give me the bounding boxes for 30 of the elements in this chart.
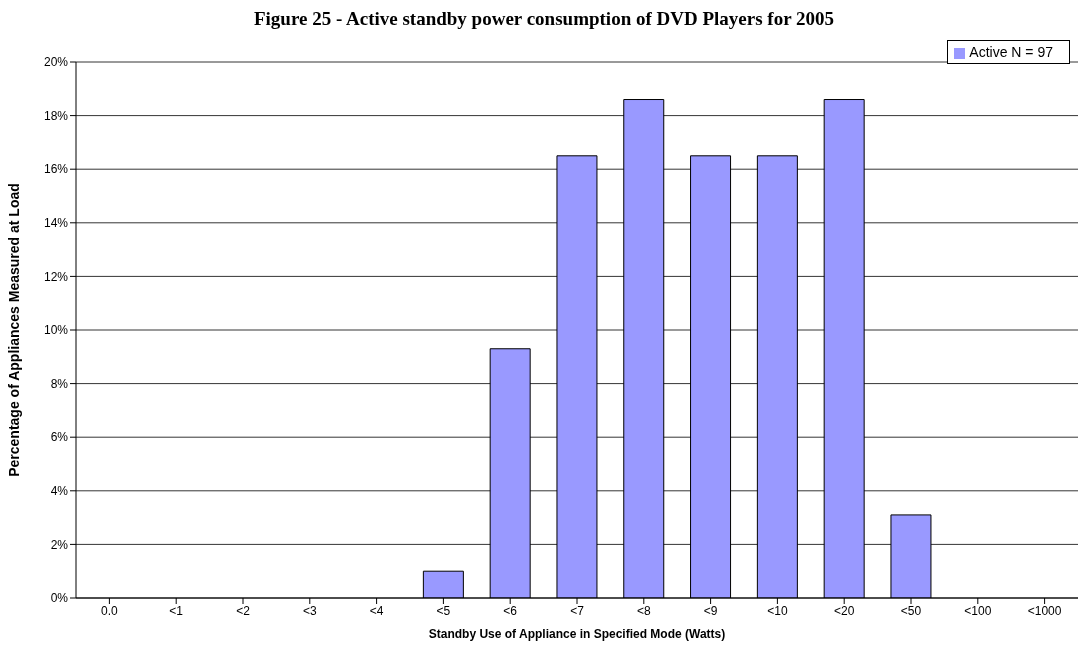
y-tick-label: 12% — [43, 269, 69, 284]
x-tick-label: <1 — [169, 603, 184, 618]
y-tick-label: 20% — [43, 55, 69, 70]
y-tick-label: 14% — [43, 216, 69, 231]
x-tick-label: <20 — [834, 603, 855, 618]
x-tick-label: <3 — [302, 603, 317, 618]
chart-title: Figure 25 - Active standby power consumption of DVD Players for 2005 — [253, 8, 835, 31]
y-tick-label: 4% — [50, 484, 69, 499]
x-tick-label: <8 — [636, 603, 651, 618]
x-tick-label: <4 — [369, 603, 384, 618]
x-tick-label: <9 — [703, 603, 718, 618]
x-tick-label: <10 — [767, 603, 788, 618]
y-tick-label: 8% — [50, 376, 69, 391]
y-axis-title: Percentage of Appliances Measured at Load — [5, 183, 22, 477]
x-tick-label: <2 — [236, 603, 251, 618]
x-tick-label: <1000 — [1027, 603, 1062, 618]
y-tick-label: 10% — [43, 323, 69, 338]
legend-label: Active N = 97 — [969, 44, 1053, 60]
x-axis-title: Standby Use of Appliance in Specified Mode (Watts) — [428, 627, 726, 641]
x-tick-label: 0.0 — [101, 603, 119, 618]
y-tick-label: 6% — [50, 430, 69, 445]
x-tick-label: <5 — [436, 603, 451, 618]
x-tick-label: <50 — [900, 603, 922, 618]
y-tick-label: 18% — [43, 108, 69, 123]
y-tick-label: 16% — [43, 162, 69, 177]
y-tick-label: 0% — [50, 591, 69, 606]
y-tick-label: 2% — [50, 537, 69, 552]
x-tick-label: <7 — [570, 603, 585, 618]
x-tick-label: <100 — [964, 603, 992, 618]
x-tick-label: <6 — [503, 603, 518, 618]
